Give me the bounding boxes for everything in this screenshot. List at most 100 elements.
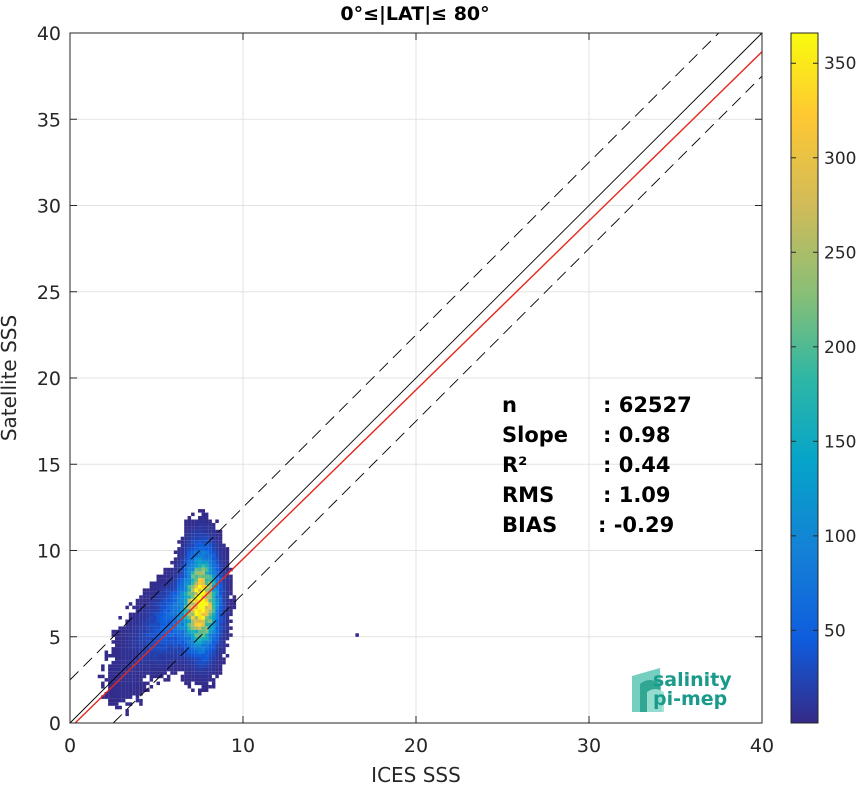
heat-cell <box>222 550 226 554</box>
heat-cell <box>187 619 192 623</box>
heat-cell <box>194 609 199 613</box>
heat-cell <box>139 698 143 703</box>
heat-cell <box>201 560 205 565</box>
heat-cell <box>187 605 192 610</box>
heat-cell <box>153 619 157 623</box>
heat-cell <box>187 578 192 582</box>
heat-cell <box>111 702 115 706</box>
heat-cell <box>191 626 195 630</box>
heat-cell <box>208 522 212 527</box>
heat-cell <box>163 567 167 572</box>
heat-cell <box>128 671 133 675</box>
heat-cell <box>139 685 143 689</box>
heat-cell <box>194 557 199 561</box>
heat-cell <box>160 612 164 617</box>
heat-cell <box>104 695 109 699</box>
heat-cell <box>215 536 219 541</box>
heat-cell <box>160 640 164 644</box>
heat-cell <box>156 664 160 668</box>
heat-cell <box>142 616 147 620</box>
stat-label: Slope <box>502 423 568 447</box>
heat-cell <box>173 595 178 599</box>
heat-cell <box>115 688 119 692</box>
heat-cell <box>128 626 133 630</box>
chart-title: 0°≤|LAT|≤ 80° <box>340 3 489 25</box>
heat-cell <box>201 681 205 686</box>
heat-cell <box>156 647 160 651</box>
heat-cell <box>184 667 188 672</box>
heat-cell <box>163 598 167 603</box>
heat-cell <box>173 591 178 596</box>
heat-cell <box>156 574 160 579</box>
heat-cell <box>218 536 223 541</box>
heat-cell <box>204 543 209 548</box>
heat-cell <box>201 602 205 606</box>
heat-cell <box>173 602 178 606</box>
heat-cell <box>139 640 143 644</box>
y-tick-label: 30 <box>37 196 61 218</box>
heat-cell <box>139 667 143 672</box>
heat-cell <box>191 526 195 530</box>
heat-cell <box>184 591 188 596</box>
heat-cell <box>153 616 157 620</box>
heat-cell <box>142 602 147 606</box>
heat-cell <box>225 612 230 617</box>
heat-cell <box>215 581 219 585</box>
heat-cell <box>163 588 167 592</box>
heat-cell <box>170 605 174 610</box>
heat-cell <box>121 636 126 641</box>
x-tick-label: 40 <box>750 735 774 757</box>
heat-cell <box>132 612 136 617</box>
heat-cell <box>146 640 150 644</box>
heat-cell <box>118 705 122 710</box>
heat-cell <box>166 640 171 644</box>
heat-cell <box>177 547 181 551</box>
heat-cell <box>121 650 126 654</box>
heat-cell <box>118 640 122 644</box>
heat-cell <box>225 626 230 630</box>
heat-cell <box>201 550 205 554</box>
heat-cell <box>208 605 212 610</box>
heat-cell <box>173 664 178 668</box>
heat-cell <box>170 612 174 617</box>
heat-cell <box>118 681 122 686</box>
heat-cell <box>215 674 219 679</box>
heat-cell <box>170 581 174 585</box>
heat-cell <box>184 629 188 634</box>
heat-cell <box>191 554 195 558</box>
heat-cell <box>208 536 212 541</box>
heat-cell <box>208 685 212 689</box>
heat-cell <box>135 619 140 623</box>
heat-cell <box>118 685 122 689</box>
heat-cell <box>125 688 129 692</box>
heat-cell <box>111 667 115 672</box>
heat-cell <box>149 591 154 596</box>
heat-cell <box>215 640 219 644</box>
heat-cell <box>208 554 212 558</box>
heat-cell <box>160 674 164 679</box>
heat-cell <box>198 509 202 513</box>
heat-cell <box>125 647 129 651</box>
heat-cell <box>153 591 157 596</box>
heat-cell <box>166 588 171 592</box>
heat-cell <box>135 598 140 603</box>
heat-cell <box>198 636 202 641</box>
heat-cell <box>222 585 226 589</box>
heat-cell <box>135 657 140 661</box>
heat-cell <box>180 595 185 599</box>
heat-cell <box>173 647 178 651</box>
heat-cell <box>215 578 219 582</box>
heat-cell <box>108 688 112 692</box>
heat-cell <box>163 574 167 579</box>
heat-cell <box>118 692 122 696</box>
heat-cell <box>225 636 230 641</box>
heat-cell <box>135 633 140 637</box>
heat-cell <box>135 626 140 630</box>
heat-cell <box>184 616 188 620</box>
heat-cell <box>204 602 209 606</box>
heat-cell <box>208 540 212 544</box>
heat-cell <box>208 671 212 675</box>
heat-cell <box>218 616 223 620</box>
heat-cell <box>204 560 209 565</box>
heat-cell <box>222 574 226 579</box>
